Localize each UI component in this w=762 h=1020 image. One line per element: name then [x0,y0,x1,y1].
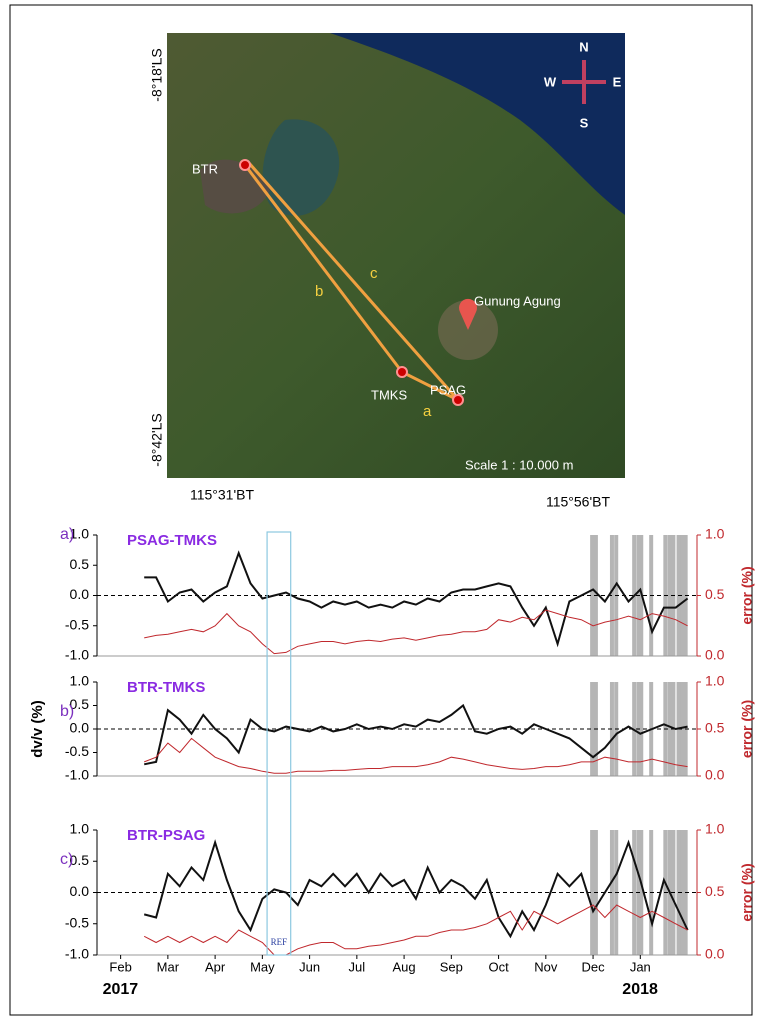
compass-label: W [544,74,557,89]
path-label: c [370,265,378,282]
lat-label: -8°18'LS [149,48,165,101]
y2-tick-label: 0.5 [705,586,725,602]
path-label: a [423,403,432,420]
x-tick-label: Jun [299,959,320,974]
x-tick-label: May [250,959,275,974]
panel-label: b) [60,703,74,720]
x-tick-label: Mar [157,959,180,974]
y2-tick-label: 0.0 [705,946,725,962]
y2-axis-title: error (%) [739,863,755,921]
station-label: BTR [192,161,218,176]
y2-axis-title: error (%) [739,700,755,758]
figure: BTR TMKS PSAG Gunung Agung a b c N S E W… [0,0,762,1020]
y-tick-label: 0.0 [70,586,90,602]
station-label: PSAG [430,382,466,397]
x-tick-label: Dec [582,959,606,974]
station-label: TMKS [371,387,407,402]
x-tick-label: Feb [109,959,131,974]
y-tick-label: -1.0 [65,767,89,783]
panel-title: BTR-TMKS [127,679,205,696]
y2-tick-label: 1.0 [705,526,725,542]
map: BTR TMKS PSAG Gunung Agung a b c N S E W… [167,33,625,478]
panel-title: PSAG-TMKS [127,532,217,549]
y2-tick-label: 0.5 [705,720,725,736]
activity-band [668,535,672,656]
lat-label: -8°42'LS [149,413,165,466]
y-tick-label: -0.5 [65,743,89,759]
path-label: b [315,283,323,300]
compass-label: N [579,39,588,54]
y2-tick-label: 0.5 [705,883,725,899]
x-tick-label: Nov [534,959,558,974]
series-line [144,610,687,654]
ref-label: REF [271,937,288,947]
year-label: 2018 [622,981,658,998]
scale-label: Scale 1 : 10.000 m [465,457,573,472]
y2-tick-label: 1.0 [705,673,725,689]
lon-label: 115°31'BT [190,487,255,503]
compass-label: S [580,115,589,130]
y-tick-label: -1.0 [65,647,89,663]
series-line [144,843,687,937]
y-tick-label: 0.0 [70,883,90,899]
y-tick-label: 1.0 [70,673,90,689]
plots: -1.0 -0.5 0.0 0.5 1.0 0.0 0.5 1.0 a) PSAG-TMKS err… [29,526,755,999]
panel-label: c) [60,851,73,868]
year-label: 2017 [103,981,139,998]
y-tick-label: 1.0 [70,821,90,837]
y2-tick-label: 0.0 [705,647,725,663]
y-tick-label: -0.5 [65,914,89,930]
y2-tick-label: 0.0 [705,767,725,783]
y-tick-label: -0.5 [65,616,89,632]
x-tick-label: Oct [488,959,509,974]
lon-label: 115°56'BT [546,494,611,510]
y-tick-label: -1.0 [65,946,89,962]
y-axis-title: dv/v (%) [29,700,46,758]
y2-tick-label: 1.0 [705,821,725,837]
x-tick-label: Apr [205,959,226,974]
activity-band [668,682,672,776]
y-tick-label: 0.0 [70,720,90,736]
volcano-label: Gunung Agung [474,293,561,308]
x-tick-label: Jan [630,959,651,974]
series-line [144,553,687,644]
x-tick-label: Aug [393,959,416,974]
compass-label: E [613,74,622,89]
panel-title: BTR-PSAG [127,827,205,844]
x-tick-label: Jul [349,959,366,974]
y2-axis-title: error (%) [739,566,755,624]
series-line [144,738,687,773]
series-line [144,905,687,955]
panel-label: a) [60,526,74,543]
series-line [144,706,687,765]
x-tick-label: Sep [440,959,463,974]
y-tick-label: 0.5 [70,556,90,572]
